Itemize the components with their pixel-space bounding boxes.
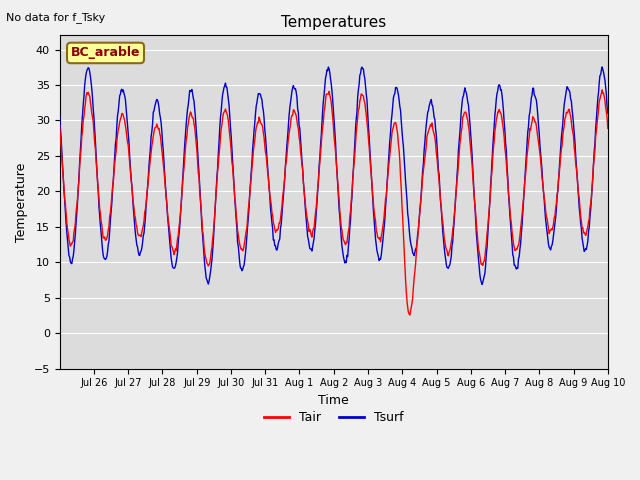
X-axis label: Time: Time [318,394,349,407]
Text: No data for f_Tsky: No data for f_Tsky [6,12,106,23]
Title: Temperatures: Temperatures [281,15,387,30]
Y-axis label: Temperature: Temperature [15,162,28,241]
Legend: Tair, Tsurf: Tair, Tsurf [259,406,409,429]
Text: BC_arable: BC_arable [71,47,140,60]
